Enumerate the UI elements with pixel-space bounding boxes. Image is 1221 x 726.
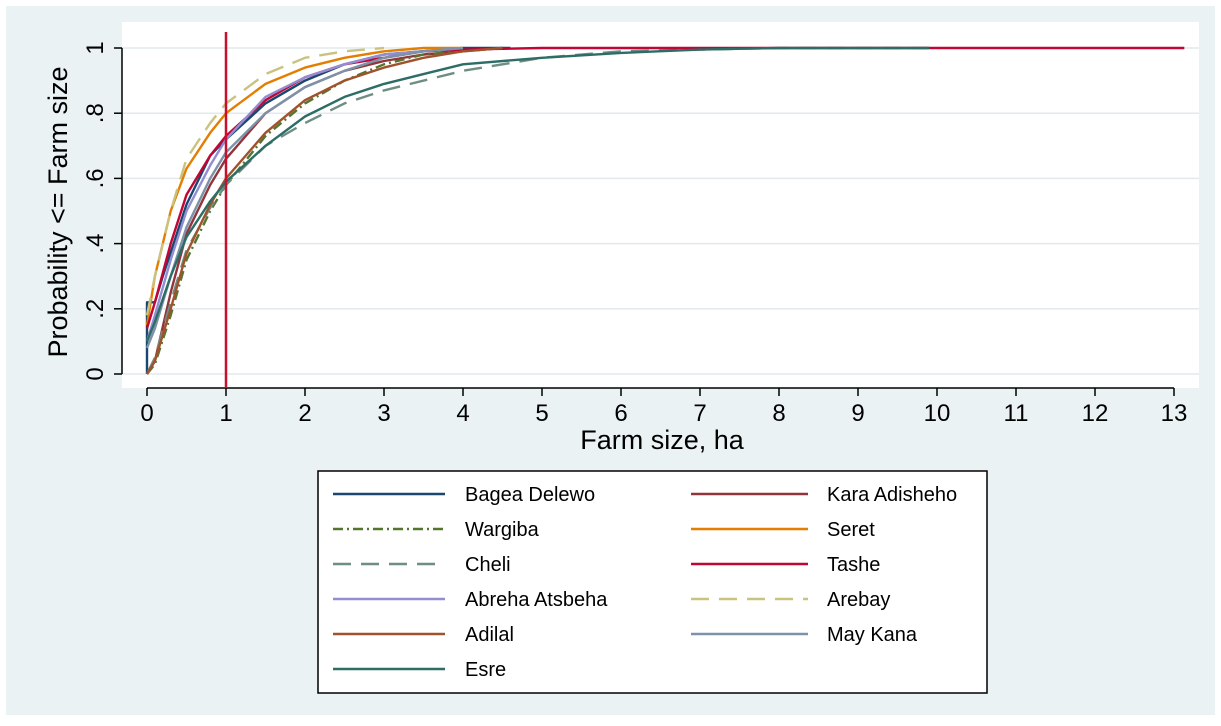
x-axis: 0 1 2 3 4 5 6 7 8 9 10 11 12 13 bbox=[140, 387, 1188, 427]
x-tick-label: 3 bbox=[377, 400, 390, 427]
legend-label: Cheli bbox=[465, 554, 511, 576]
legend-box bbox=[317, 470, 988, 694]
x-tick-label: 10 bbox=[924, 400, 951, 427]
x-tick-label: 2 bbox=[298, 400, 311, 427]
series-line-abreha-atsbeha bbox=[145, 46, 464, 342]
x-tick-label: 6 bbox=[614, 400, 627, 427]
y-tick-label: .2 bbox=[82, 299, 109, 319]
legend-label: Bagea Delewo bbox=[465, 484, 595, 506]
x-tick-label: 7 bbox=[693, 400, 706, 427]
y-axis-label: Probability <= Farm size bbox=[43, 66, 73, 357]
x-tick-label: 9 bbox=[851, 400, 864, 427]
x-tick-label: 12 bbox=[1082, 400, 1109, 427]
legend: Bagea Delewo Kara Adisheho Wargiba Seret Che… bbox=[317, 470, 988, 694]
y-axis: 0 .2 .4 .6 .8 1 bbox=[82, 41, 123, 381]
x-tick-label: 4 bbox=[456, 400, 469, 427]
legend-label: Tashe bbox=[827, 554, 880, 576]
series-line-arebay bbox=[145, 46, 385, 316]
x-tick-label: 11 bbox=[1004, 400, 1029, 427]
y-tick-label: 1 bbox=[82, 41, 109, 54]
series-lines bbox=[145, 46, 1185, 375]
legend-label: Esre bbox=[465, 659, 506, 681]
legend-label: Seret bbox=[827, 519, 875, 541]
legend-label: Abreha Atsbeha bbox=[465, 589, 608, 611]
y-tick-label: 0 bbox=[82, 367, 109, 380]
x-tick-label: 1 bbox=[219, 400, 232, 427]
y-tick-label: .4 bbox=[82, 234, 109, 254]
legend-label: May Kana bbox=[827, 624, 918, 646]
x-tick-label: 5 bbox=[535, 400, 548, 427]
legend-label: Wargiba bbox=[465, 519, 540, 541]
legend-label: Arebay bbox=[827, 589, 890, 611]
y-tick-label: .8 bbox=[82, 103, 109, 123]
series-line-esre bbox=[145, 46, 930, 342]
series-line-wargiba bbox=[146, 46, 503, 375]
x-tick-label: 0 bbox=[140, 400, 153, 427]
y-tick-label: .6 bbox=[82, 168, 109, 188]
legend-label: Kara Adisheho bbox=[827, 484, 957, 506]
x-axis-label: Farm size, ha bbox=[580, 425, 745, 455]
x-tick-label: 13 bbox=[1161, 400, 1188, 427]
legend-label: Adilal bbox=[465, 624, 514, 646]
x-tick-label: 8 bbox=[772, 400, 785, 427]
series-line-adilal bbox=[145, 46, 503, 375]
